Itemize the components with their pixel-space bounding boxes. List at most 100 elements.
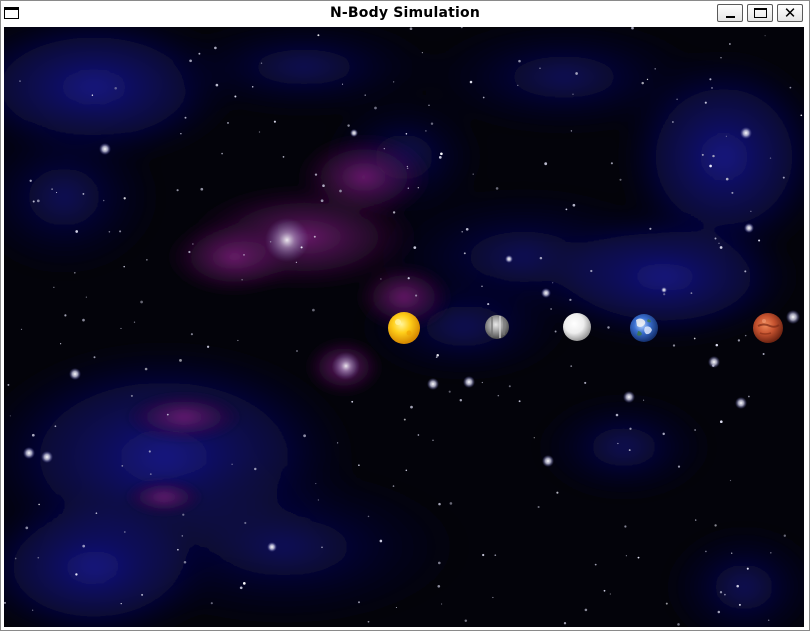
star (23, 447, 35, 459)
title-bar[interactable]: N-Body Simulation ✕ (1, 1, 809, 27)
tiny-star (539, 67, 541, 69)
tiny-star (725, 177, 729, 181)
tiny-star (572, 203, 576, 207)
tiny-star (364, 94, 366, 96)
window-menu-icon[interactable] (4, 7, 19, 19)
close-button[interactable]: ✕ (777, 4, 803, 22)
tiny-star (712, 154, 715, 158)
simulation-canvas[interactable] (4, 27, 804, 627)
tiny-star (693, 337, 696, 340)
tiny-star (406, 167, 409, 170)
venus[interactable] (563, 313, 591, 341)
tiny-star (379, 539, 383, 543)
tiny-star (339, 189, 342, 193)
tiny-star (677, 465, 681, 468)
earth[interactable] (630, 314, 658, 342)
tiny-star (351, 400, 354, 403)
tiny-star (25, 526, 29, 530)
tiny-star (407, 187, 409, 189)
tiny-star (569, 298, 572, 302)
sun[interactable] (388, 312, 420, 344)
tiny-star (60, 343, 62, 345)
nebula-glow (265, 218, 309, 262)
tiny-star (690, 292, 693, 294)
tiny-star (440, 152, 443, 156)
mercury[interactable] (485, 315, 509, 339)
tiny-star (320, 199, 324, 203)
tiny-star (231, 463, 233, 465)
tiny-star (729, 43, 731, 45)
tiny-star (762, 353, 765, 355)
tiny-star (234, 95, 237, 98)
tiny-star (239, 586, 243, 590)
tiny-star (672, 121, 674, 123)
tiny-star (36, 199, 40, 203)
tiny-star (709, 164, 712, 168)
maximize-button[interactable] (747, 4, 773, 22)
tiny-star (494, 554, 497, 557)
tiny-star (572, 93, 574, 95)
mars[interactable] (753, 313, 783, 343)
tiny-star (130, 394, 133, 397)
tiny-star (719, 246, 723, 249)
window-title: N-Body Simulation (330, 5, 480, 21)
tiny-star (438, 561, 441, 565)
tiny-star (610, 162, 613, 165)
tiny-star (176, 189, 179, 192)
tiny-star (552, 282, 554, 284)
close-icon: ✕ (783, 4, 797, 22)
tiny-star (367, 620, 370, 623)
tiny-star (200, 187, 204, 191)
tiny-star (282, 156, 285, 158)
tiny-star (517, 84, 519, 86)
tiny-star (192, 243, 194, 245)
tiny-star (321, 546, 323, 549)
tiny-star (736, 584, 739, 588)
tiny-star (744, 270, 747, 273)
tiny-star (425, 130, 427, 132)
tiny-star (508, 385, 511, 388)
tiny-star (643, 399, 645, 401)
tiny-star (441, 603, 443, 605)
tiny-star (413, 246, 417, 249)
tiny-star (95, 512, 98, 515)
tiny-star (9, 415, 11, 417)
tiny-star (711, 86, 713, 89)
minimize-button[interactable] (717, 4, 743, 22)
tiny-star (392, 211, 396, 214)
tiny-star (121, 465, 124, 467)
tiny-star (704, 101, 707, 104)
star (505, 255, 513, 263)
tiny-star (405, 133, 408, 135)
tiny-star (146, 259, 148, 261)
tiny-star (14, 557, 17, 560)
tiny-star (438, 156, 442, 159)
tiny-star (563, 622, 567, 625)
tiny-star (492, 596, 494, 599)
tiny-star (184, 116, 187, 119)
star (99, 143, 111, 155)
tiny-star (114, 87, 117, 90)
tiny-star (748, 395, 750, 398)
tiny-star (676, 98, 678, 101)
tiny-star (54, 425, 57, 428)
tiny-star (37, 556, 40, 559)
tiny-star (85, 296, 87, 298)
minimize-icon (726, 16, 735, 18)
tiny-star (149, 473, 152, 475)
tiny-star (465, 227, 469, 231)
tiny-star (260, 62, 263, 64)
tiny-star (214, 46, 217, 50)
tiny-star (738, 603, 741, 606)
tiny-star (91, 94, 94, 96)
tiny-star (436, 353, 439, 357)
tiny-star (764, 35, 766, 37)
tiny-star (482, 553, 485, 557)
tiny-star (487, 303, 490, 306)
tiny-star (695, 519, 697, 521)
tiny-star (258, 131, 261, 133)
tiny-star (166, 413, 169, 416)
star (541, 288, 551, 298)
tiny-star (102, 199, 105, 202)
